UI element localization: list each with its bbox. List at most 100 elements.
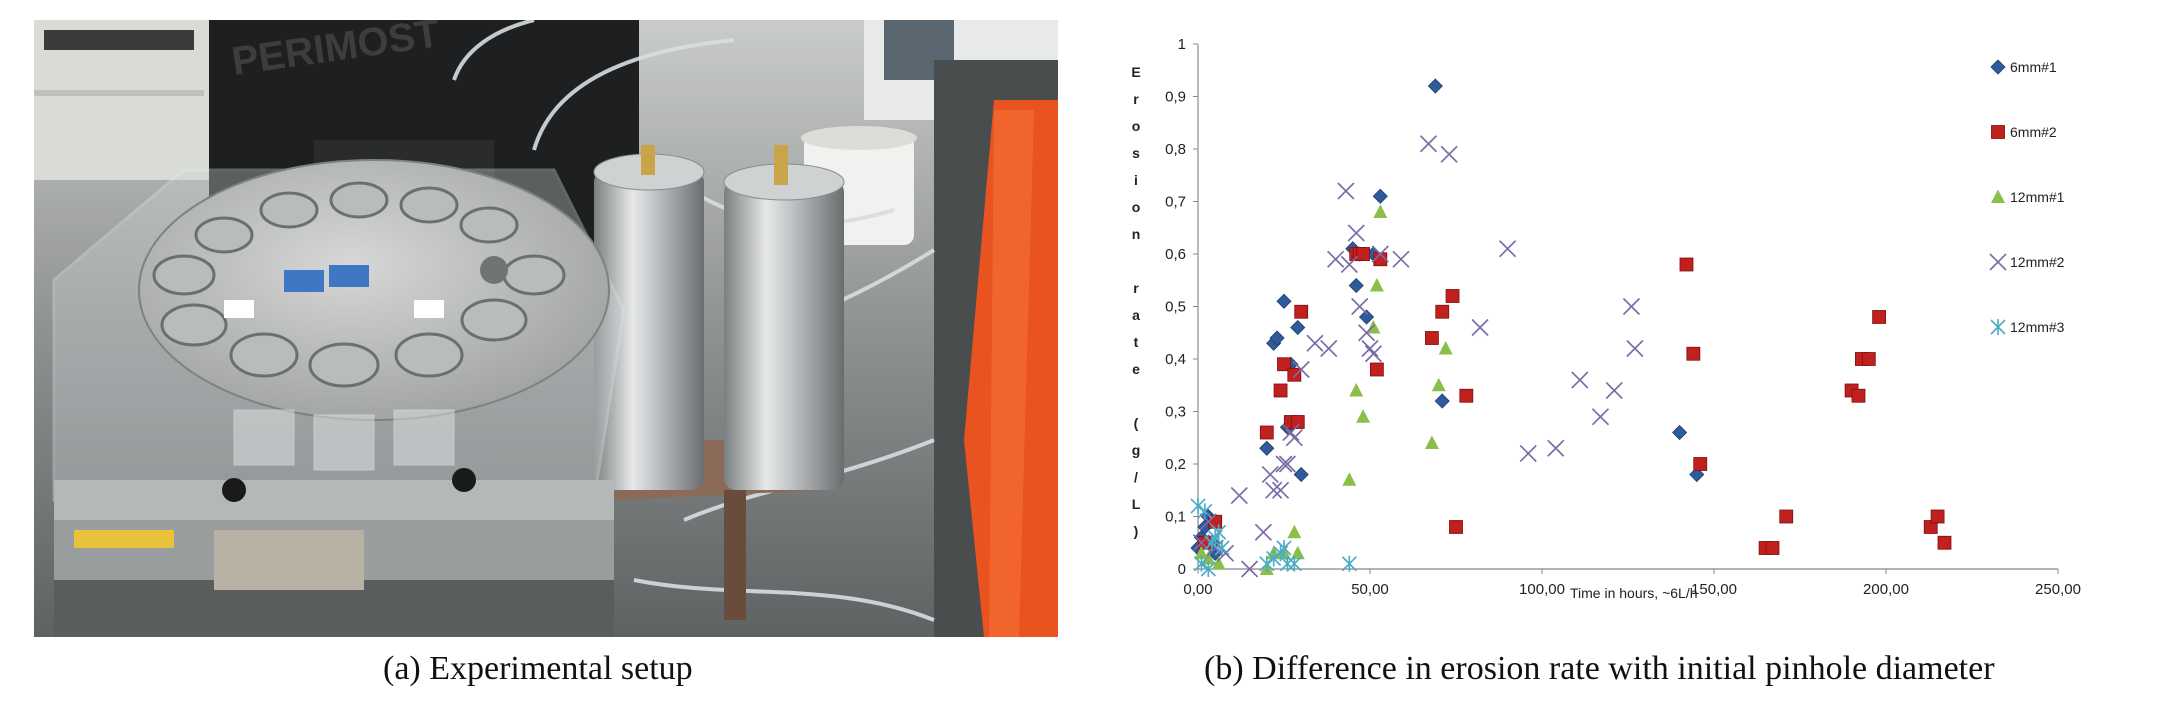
data-point <box>1197 503 1213 520</box>
data-point <box>1679 257 1694 272</box>
x-tick-label: 200,00 <box>1863 581 1909 598</box>
data-point <box>1369 362 1384 377</box>
data-point <box>1435 304 1450 319</box>
data-point <box>1356 409 1371 423</box>
data-point <box>1357 324 1376 342</box>
data-point <box>1277 357 1291 372</box>
y-axis-label-char: L <box>1132 496 1141 512</box>
legend-item: 6mm#2 <box>1991 124 2057 140</box>
data-point <box>1273 383 1288 398</box>
data-point <box>1571 371 1589 389</box>
data-point <box>1672 424 1688 441</box>
legend-label: 6mm#1 <box>2010 59 2057 75</box>
y-tick-label: 0,2 <box>1165 456 1186 473</box>
data-point <box>1693 457 1708 471</box>
data-point <box>1348 277 1364 294</box>
data-point <box>1200 561 1216 577</box>
data-point <box>1290 415 1305 429</box>
y-axis-label-char: r <box>1133 280 1139 296</box>
y-axis-label-char: i <box>1134 172 1138 188</box>
y-tick-label: 0,1 <box>1165 509 1186 526</box>
data-point <box>1282 423 1300 442</box>
data-point <box>1547 439 1565 457</box>
data-point <box>1471 318 1489 337</box>
legend-item: 12mm#1 <box>1991 189 2065 205</box>
data-point <box>1275 455 1293 473</box>
legend-label: 12mm#1 <box>2010 189 2065 205</box>
y-tick-label: 0,7 <box>1165 194 1186 211</box>
data-point <box>1930 509 1945 524</box>
legend-marker <box>1989 253 2007 271</box>
data-point <box>1211 524 1227 541</box>
experimental-setup-illustration: PERIMOST <box>34 20 1058 637</box>
x-tick-label: 0,00 <box>1183 581 1212 598</box>
y-axis-label-char: s <box>1132 145 1140 161</box>
y-axis-label-char: g <box>1132 442 1141 458</box>
data-point <box>1327 250 1345 268</box>
y-axis-ticks: 0 0,1 0,2 0,3 0,4 0,5 0,6 0,7 0,8 0,9 1 <box>1165 36 1198 578</box>
y-tick-label: 0,5 <box>1165 299 1186 316</box>
data-point <box>1287 524 1302 539</box>
series-6mm-2 <box>1197 247 1952 555</box>
data-point <box>1392 250 1410 268</box>
data-point <box>1287 367 1302 382</box>
legend-item: 6mm#1 <box>1990 59 2057 75</box>
legend-marker <box>1990 319 2006 335</box>
data-point <box>1605 381 1623 400</box>
data-point <box>1216 544 1235 562</box>
y-axis-label-char: o <box>1132 199 1141 215</box>
data-point <box>1190 498 1206 514</box>
y-axis-label-char: e <box>1132 361 1140 377</box>
legend-item: 12mm#2 <box>1989 253 2065 271</box>
y-axis-label-char: a <box>1132 307 1140 323</box>
chart-axes <box>1197 44 2058 570</box>
data-point <box>1285 429 1303 447</box>
data-point <box>1427 78 1443 94</box>
data-point <box>1438 341 1453 355</box>
x-tick-label: 50,00 <box>1351 581 1389 598</box>
legend-label: 6mm#2 <box>2010 124 2057 140</box>
legend-item: 12mm#3 <box>1990 319 2065 335</box>
series-12mm-3 <box>1190 498 1357 577</box>
data-point <box>1445 289 1460 303</box>
legend-label: 12mm#2 <box>2010 254 2065 270</box>
data-point <box>1373 204 1388 218</box>
data-point <box>1626 339 1644 358</box>
data-point <box>1320 339 1338 358</box>
data-point <box>1779 509 1794 524</box>
data-point <box>1459 388 1474 403</box>
data-point <box>1358 309 1375 325</box>
data-point <box>1341 555 1357 572</box>
data-point <box>1372 188 1388 204</box>
data-point <box>1294 304 1309 319</box>
data-point <box>1449 520 1463 534</box>
data-point <box>1937 535 1952 550</box>
data-point <box>1347 224 1365 242</box>
x-tick-label: 250,00 <box>2035 581 2081 598</box>
legend-marker <box>1990 59 2006 75</box>
data-point <box>1591 408 1610 426</box>
data-point <box>1519 444 1537 463</box>
chart-legend: 6mm#1 6mm#2 12mm#1 12mm#2 12mm#3 <box>1989 59 2065 335</box>
data-point <box>1279 555 1296 572</box>
caption-b: (b) Difference in erosion rate with init… <box>1204 650 1995 687</box>
y-axis-label-char: E <box>1131 64 1140 80</box>
x-axis-ticks: 0,00 50,00 100,00 150,00 200,00 250,00 <box>1183 569 2081 598</box>
data-point <box>1373 252 1388 267</box>
data-point <box>1765 541 1780 555</box>
y-tick-label: 0,9 <box>1165 89 1186 106</box>
data-point <box>1431 377 1446 392</box>
data-point <box>1230 486 1248 505</box>
y-axis-label-char: ( <box>1134 415 1139 431</box>
data-point <box>1211 556 1226 570</box>
data-point <box>1276 540 1292 556</box>
series-6mm-1 <box>1190 78 1705 561</box>
y-tick-label: 0 <box>1178 561 1186 578</box>
data-point <box>1214 540 1230 556</box>
data-point <box>1271 481 1290 499</box>
data-point <box>1419 135 1438 153</box>
y-tick-label: 1 <box>1178 36 1186 53</box>
data-point <box>1193 555 1210 572</box>
data-point <box>1851 388 1866 403</box>
y-axis-label-char: / <box>1134 469 1138 485</box>
